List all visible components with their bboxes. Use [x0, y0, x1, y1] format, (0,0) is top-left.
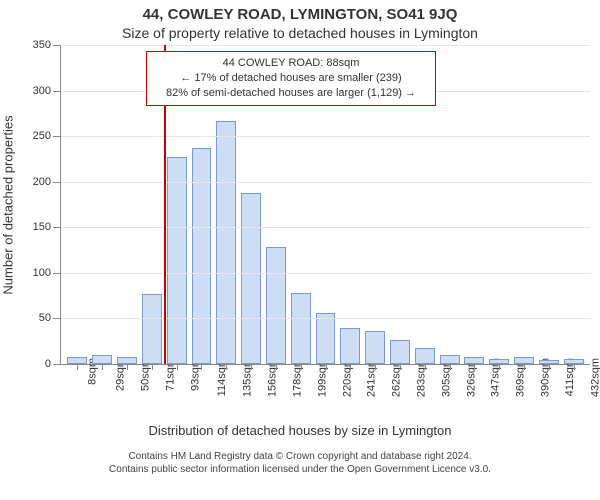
bar: [167, 157, 187, 364]
x-tick: [102, 364, 103, 370]
x-tick: [400, 364, 401, 370]
x-tick: [574, 364, 575, 370]
bar: [464, 357, 484, 364]
y-tick-label: 0: [21, 358, 51, 370]
callout-box: 44 COWLEY ROAD: 88sqm← 17% of detached h…: [146, 51, 436, 106]
bar: [291, 293, 311, 364]
y-tick: [53, 318, 61, 319]
bar: [514, 357, 534, 364]
histogram-chart: Number of detached properties 8sqm29sqm5…: [60, 45, 590, 365]
bar: [192, 148, 212, 364]
x-tick: [350, 364, 351, 370]
y-tick-label: 200: [21, 176, 51, 188]
bar: [266, 247, 286, 364]
grid-line: [61, 45, 590, 46]
bar: [241, 193, 261, 364]
x-axis-label: Distribution of detached houses by size …: [0, 423, 600, 438]
y-tick: [53, 273, 61, 274]
y-axis-label: Number of detached properties: [1, 115, 16, 294]
x-tick: [474, 364, 475, 370]
bar: [390, 340, 410, 364]
x-tick: [177, 364, 178, 370]
page-title: 44, COWLEY ROAD, LYMINGTON, SO41 9JQ: [0, 0, 600, 23]
callout-line: ← 17% of detached houses are smaller (23…: [155, 71, 427, 86]
bar-slot: 432sqm: [561, 45, 586, 364]
y-tick-label: 150: [21, 221, 51, 233]
y-tick-label: 100: [21, 267, 51, 279]
y-tick: [53, 182, 61, 183]
grid-line: [61, 273, 590, 274]
bar: [365, 331, 385, 364]
bar: [415, 348, 435, 364]
bar-slot: 326sqm: [437, 45, 462, 364]
footnote: Contains HM Land Registry data © Crown c…: [0, 450, 600, 476]
bar: [216, 121, 236, 364]
bar-slot: 29sqm: [90, 45, 115, 364]
x-tick: [301, 364, 302, 370]
bar: [117, 357, 137, 364]
bar-slot: 390sqm: [512, 45, 537, 364]
x-tick: [276, 364, 277, 370]
x-tick: [450, 364, 451, 370]
y-tick: [53, 364, 61, 365]
grid-line: [61, 318, 590, 319]
grid-line: [61, 182, 590, 183]
y-tick-label: 350: [21, 39, 51, 51]
y-tick: [53, 136, 61, 137]
bar: [92, 355, 112, 364]
y-tick-label: 50: [21, 312, 51, 324]
y-tick: [53, 45, 61, 46]
page-subtitle: Size of property relative to detached ho…: [0, 23, 600, 45]
bar: [142, 294, 162, 364]
x-tick: [201, 364, 202, 370]
x-tick: [127, 364, 128, 370]
bar-slot: 8sqm: [65, 45, 90, 364]
grid-line: [61, 227, 590, 228]
footnote-line: Contains HM Land Registry data © Crown c…: [0, 450, 600, 463]
y-tick: [53, 227, 61, 228]
x-tick: [226, 364, 227, 370]
plot-area: 8sqm29sqm50sqm71sqm93sqm114sqm135sqm156s…: [60, 45, 590, 365]
footnote-line: Contains public sector information licen…: [0, 463, 600, 476]
x-tick-label: 432sqm: [589, 358, 600, 397]
y-tick-label: 250: [21, 130, 51, 142]
y-tick: [53, 91, 61, 92]
bar-slot: 369sqm: [487, 45, 512, 364]
x-tick: [251, 364, 252, 370]
x-tick: [375, 364, 376, 370]
bar: [316, 313, 336, 364]
bar-slot: 50sqm: [115, 45, 140, 364]
grid-line: [61, 136, 590, 137]
callout-line: 44 COWLEY ROAD: 88sqm: [155, 56, 427, 71]
y-tick-label: 300: [21, 85, 51, 97]
x-tick: [152, 364, 153, 370]
x-tick: [499, 364, 500, 370]
bar-slot: 411sqm: [536, 45, 561, 364]
x-tick: [425, 364, 426, 370]
x-tick: [77, 364, 78, 370]
x-tick: [326, 364, 327, 370]
callout-line: 82% of semi-detached houses are larger (…: [155, 86, 427, 101]
x-tick: [549, 364, 550, 370]
bar-slot: 347sqm: [462, 45, 487, 364]
bar: [440, 355, 460, 364]
bar: [67, 357, 87, 364]
x-tick: [524, 364, 525, 370]
bar: [340, 328, 360, 364]
